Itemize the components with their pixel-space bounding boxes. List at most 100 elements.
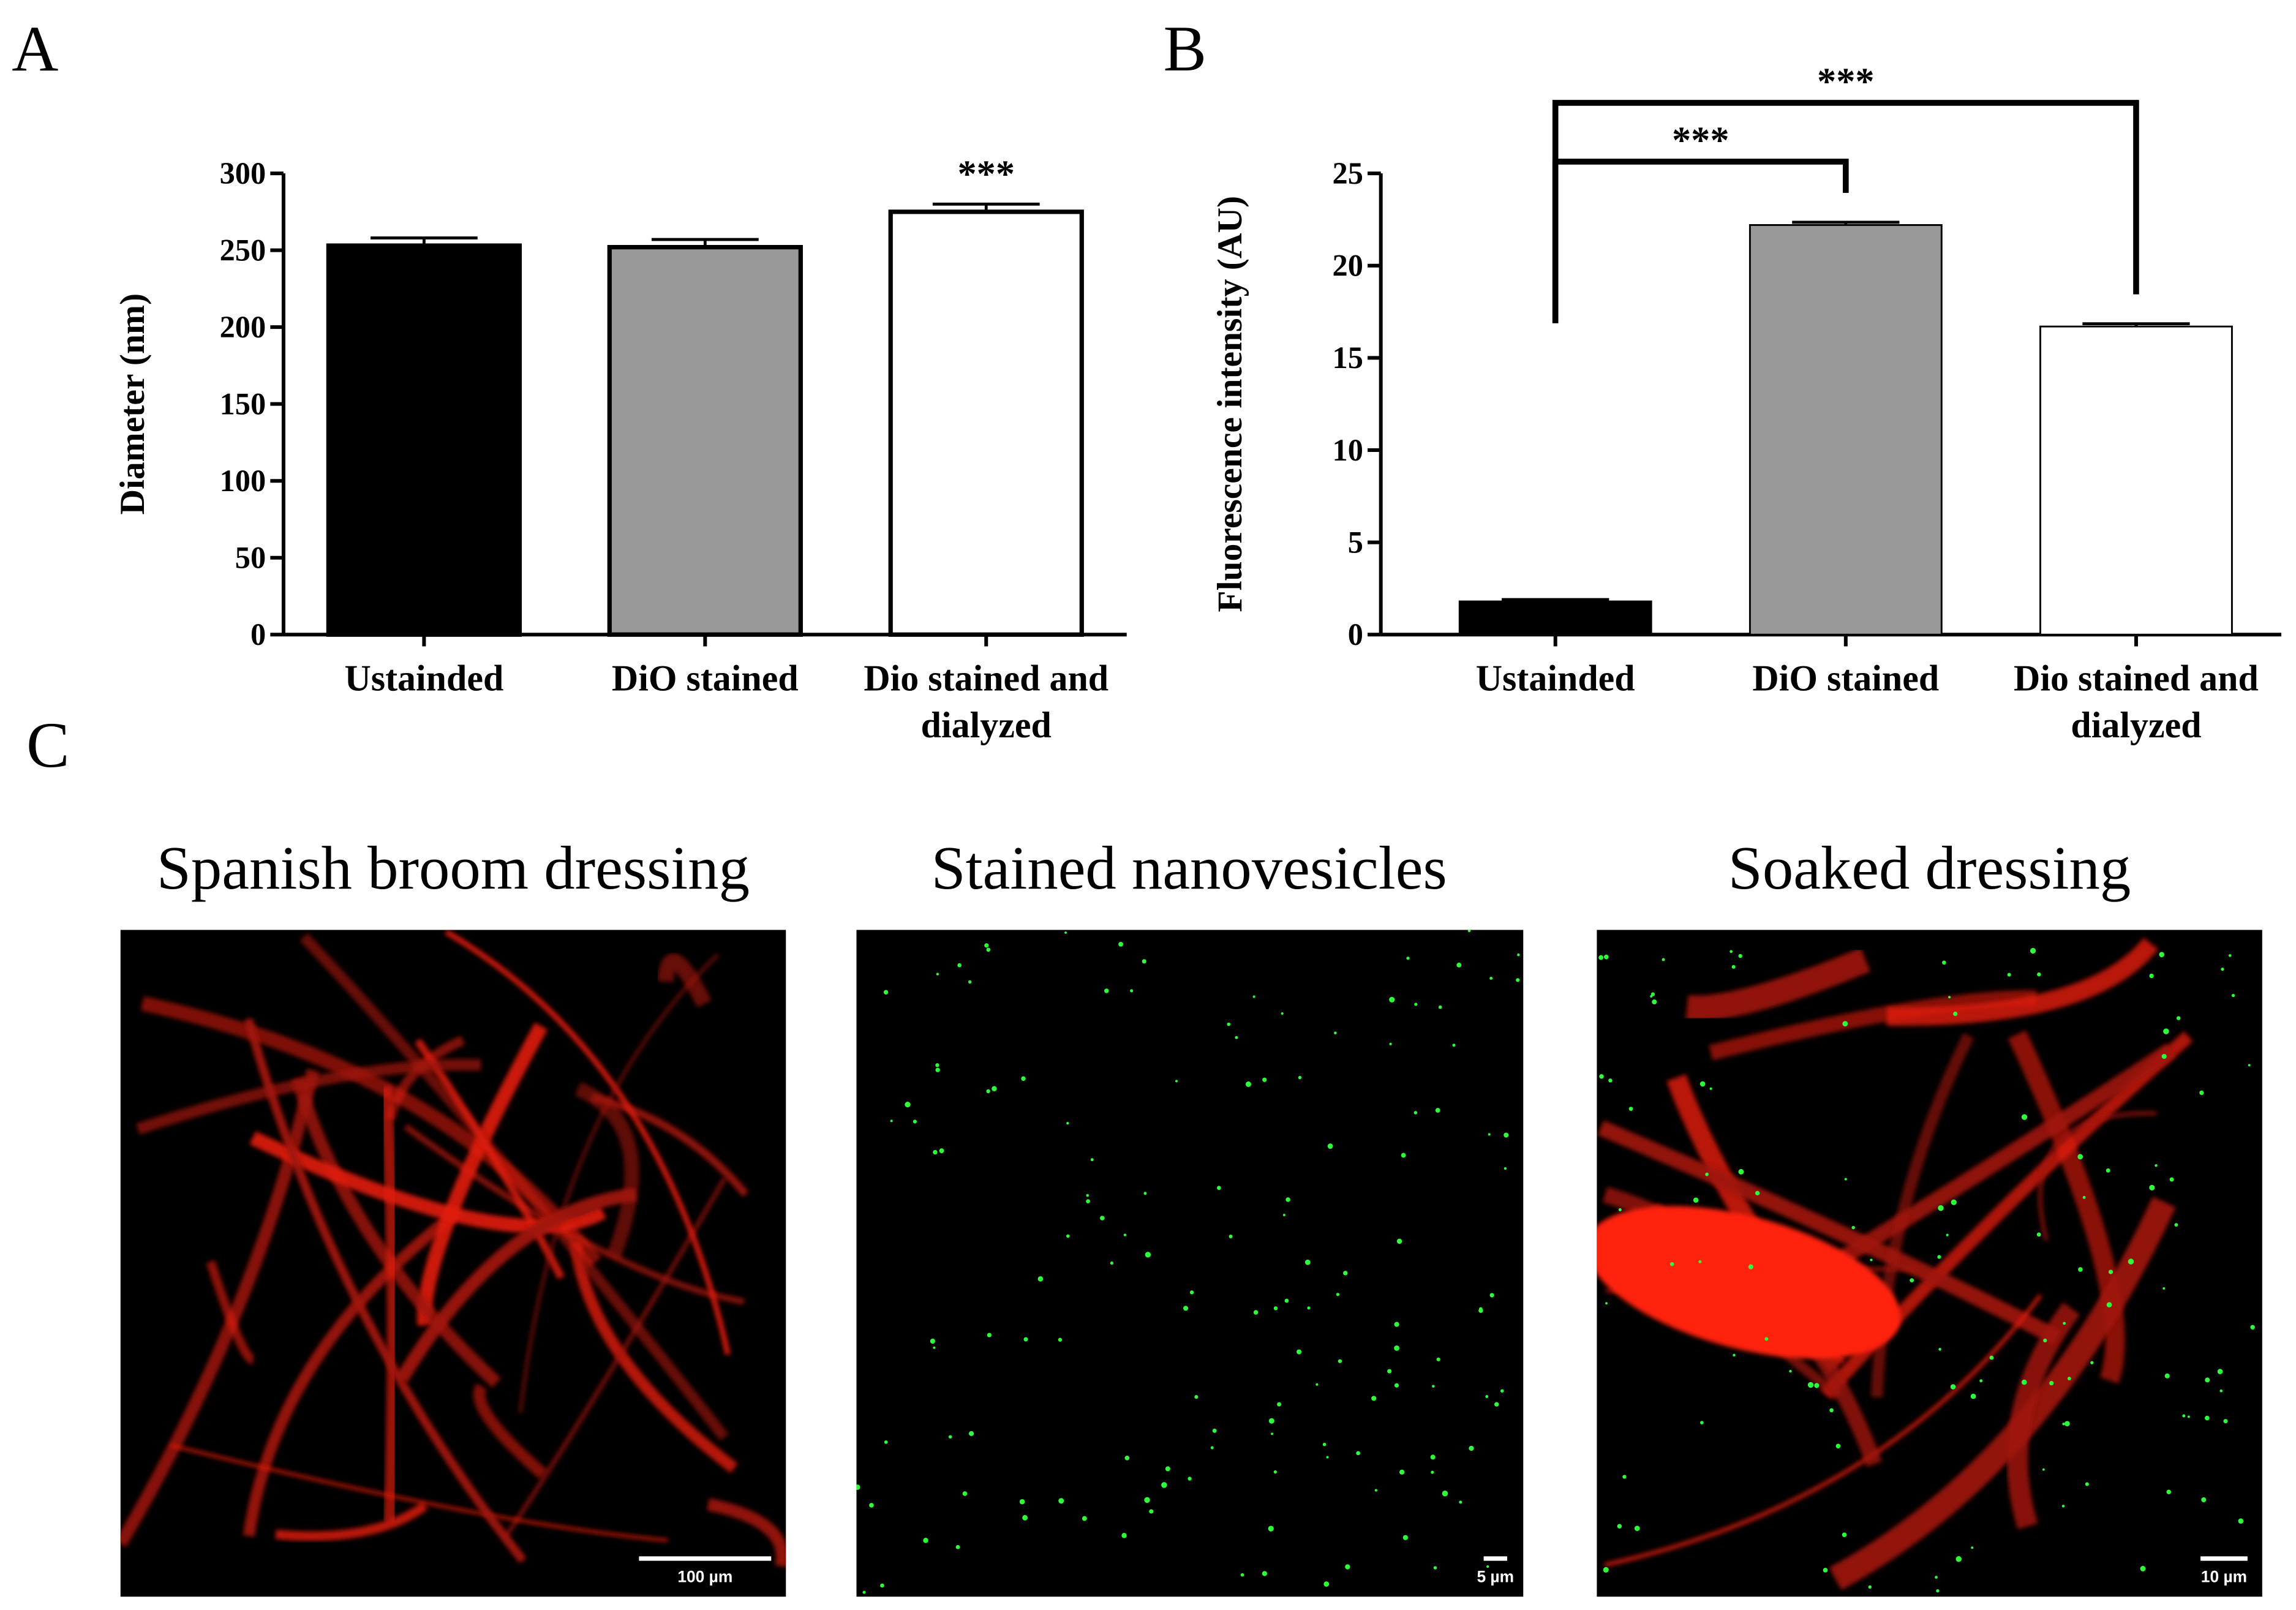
vesicle [1304, 1259, 1311, 1265]
vesicle [2159, 952, 2165, 957]
vesicle [1938, 1348, 1941, 1351]
vesicle [936, 972, 939, 976]
scale-bar-label: 5 µm [1477, 1567, 1514, 1586]
vesicle [935, 1067, 940, 1072]
vesicle [1343, 1271, 1348, 1276]
vesicle [1144, 1497, 1150, 1503]
vesicle [2176, 1016, 2181, 1020]
vesicle [1282, 1213, 1285, 1216]
vesicle [1662, 958, 1665, 961]
vesicle [1494, 1402, 1499, 1407]
fiber [445, 930, 731, 1355]
text-line: DiO stained [1752, 658, 1939, 698]
vesicle [1121, 1533, 1127, 1538]
fiber [2008, 1030, 2125, 1384]
vesicle [1268, 1418, 1274, 1424]
vesicle [1210, 1446, 1214, 1450]
vesicle [1389, 996, 1395, 1002]
fiber [590, 1093, 749, 1197]
vesicle [2030, 947, 2036, 954]
vesicle [2063, 1322, 2066, 1325]
vesicle [1281, 1012, 1284, 1015]
vesicle [2078, 1267, 2083, 1272]
vesicle [2085, 1482, 2089, 1486]
vesicle [2221, 968, 2224, 971]
vesicle [1022, 1514, 1028, 1521]
vesicle [1634, 1525, 1640, 1532]
panel-label: C [26, 709, 69, 781]
vesicle [2164, 1373, 2170, 1379]
vesicle [1730, 950, 1733, 954]
significance: *** [1672, 119, 1730, 162]
fiber [414, 1038, 565, 1280]
vesicle [2187, 1415, 2190, 1418]
vesicle [1334, 1031, 1337, 1034]
vesicle [1326, 1456, 1329, 1459]
vesicle [1235, 1036, 1238, 1039]
vesicle [2128, 1258, 2134, 1265]
vesicle [1086, 1194, 1090, 1197]
image-title: Stained nanovesicles [932, 833, 1447, 902]
vesicle [1145, 1252, 1151, 1258]
vesicle [1212, 1428, 1217, 1433]
vesicle [1504, 1132, 1509, 1138]
y-tick-label: 0 [1348, 617, 1363, 652]
vesicle [2108, 1270, 2113, 1274]
y-axis-label: Fluorescence intensity (AU) [1211, 196, 1249, 612]
fiber [574, 1081, 639, 1259]
vesicle [1693, 1197, 1699, 1203]
vesicle [1617, 1524, 1622, 1529]
vesicle [2162, 1287, 2166, 1290]
vesicle [1064, 931, 1067, 934]
vesicle [1124, 1455, 1130, 1461]
vesicle [1764, 1337, 1769, 1341]
fiber [140, 996, 602, 1267]
fiber [244, 1017, 527, 1563]
vesicle [1100, 1216, 1105, 1221]
vesicle [2201, 1497, 2207, 1503]
vesicle [1950, 1384, 1956, 1390]
y-tick-label: 250 [220, 233, 266, 267]
vesicle [1486, 1565, 1489, 1568]
micrograph [1597, 930, 2262, 1597]
vesicle [1807, 1382, 1814, 1388]
vesicle [1700, 1421, 1704, 1424]
vesicle [1603, 954, 1609, 960]
vesicle [2155, 1164, 2158, 1167]
vesicle [1413, 1111, 1418, 1115]
vesicle [1485, 1395, 1489, 1398]
vesicle [1608, 1078, 1613, 1083]
vesicle [1456, 962, 1462, 968]
vesicle [1842, 1532, 1847, 1537]
vesicle [1396, 1238, 1402, 1244]
y-tick-label: 5 [1348, 525, 1363, 559]
vesicle [1284, 1298, 1289, 1303]
vesicle [1394, 1322, 1399, 1327]
vesicle [1394, 1383, 1399, 1388]
y-tick-label: 25 [1333, 156, 1363, 190]
vesicle [1142, 959, 1146, 964]
vesicle [1652, 999, 1657, 1005]
vesicle [2067, 1377, 2071, 1380]
y-tick-label: 15 [1333, 340, 1363, 375]
fiber [275, 1501, 428, 1541]
vesicle [1401, 1153, 1406, 1158]
vesicle [2219, 1389, 2223, 1393]
x-tick-label: Ustainded [344, 658, 503, 698]
vesicle [1216, 1186, 1221, 1191]
text-line: Dio stained and [864, 658, 1108, 698]
vesicle [948, 1435, 952, 1439]
vesicle [1262, 1571, 1267, 1576]
vesicle [2217, 1369, 2223, 1374]
vesicle [1598, 955, 1604, 960]
vesicle [1937, 1255, 1941, 1259]
vesicle [2043, 1338, 2047, 1342]
vesicle [923, 1538, 928, 1543]
vesicle [2021, 1114, 2028, 1120]
fiber [1603, 1293, 2042, 1567]
y-tick-label: 50 [235, 541, 266, 575]
vesicle [1227, 1022, 1231, 1026]
vesicle [1979, 1379, 1983, 1383]
vesicle [968, 980, 972, 984]
vesicle [1844, 1178, 1847, 1181]
